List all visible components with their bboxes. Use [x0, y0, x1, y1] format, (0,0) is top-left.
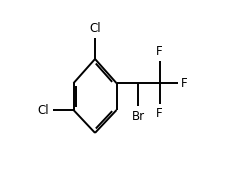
Text: Cl: Cl	[89, 22, 100, 35]
Text: F: F	[155, 45, 162, 58]
Text: F: F	[155, 107, 162, 120]
Text: Br: Br	[131, 110, 144, 123]
Text: Cl: Cl	[38, 104, 49, 117]
Text: F: F	[180, 77, 187, 90]
